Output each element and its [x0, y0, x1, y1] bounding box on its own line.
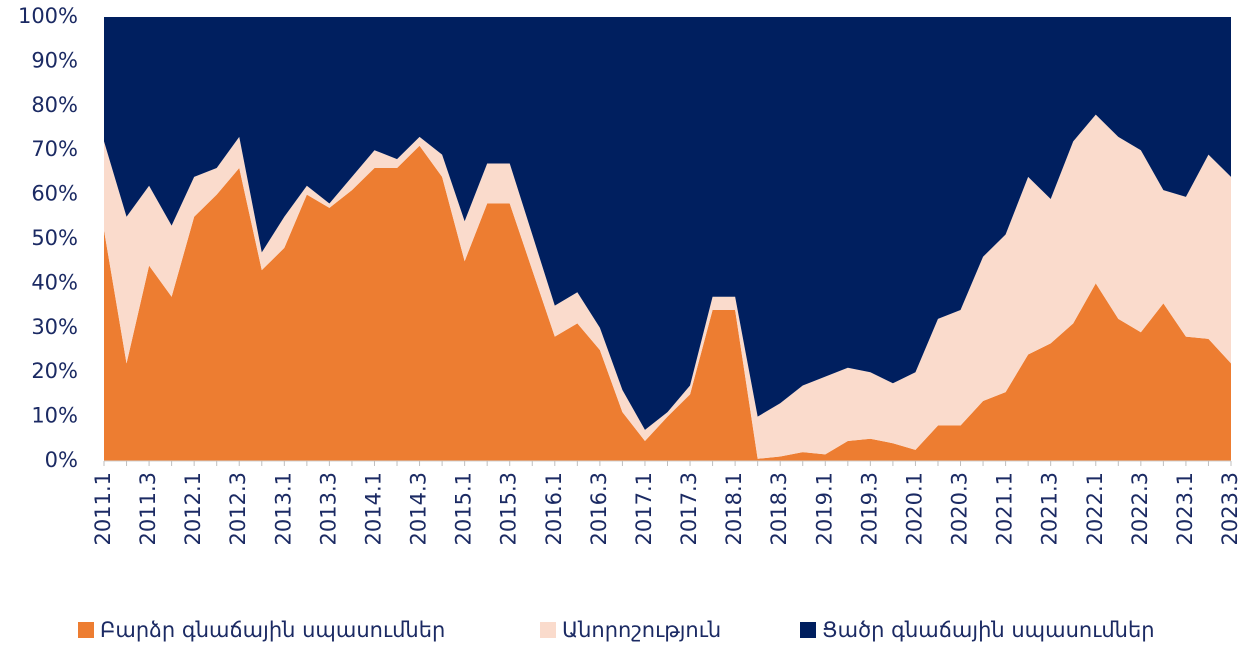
x-tick-label: 2021.1 — [993, 472, 1017, 545]
y-tick-label: 40% — [31, 270, 78, 294]
y-tick-label: 10% — [31, 404, 78, 428]
y-tick-label: 50% — [31, 226, 78, 250]
y-tick-label: 90% — [31, 48, 78, 72]
y-tick-label: 60% — [31, 182, 78, 206]
area — [104, 114, 1231, 459]
x-tick-label: 2011.1 — [91, 472, 115, 545]
x-tick-label: 2013.3 — [316, 472, 340, 545]
x-tick-label: 2019.3 — [857, 472, 881, 545]
area — [104, 145, 1231, 461]
legend-label: Ցածր գնաճային սպասումներ — [822, 618, 1155, 642]
legend-swatch — [540, 622, 556, 638]
x-tick-label: 2023.3 — [1218, 472, 1242, 545]
x-tick-label: 2016.3 — [587, 472, 611, 545]
x-tick-label: 2018.3 — [767, 472, 791, 545]
x-tick-label: 2017.3 — [677, 472, 701, 545]
legend-swatch — [800, 622, 816, 638]
y-tick-label: 100% — [18, 4, 78, 28]
x-tick-label: 2012.3 — [226, 472, 250, 545]
x-tick-label: 2014.1 — [361, 472, 385, 545]
x-tick-label: 2023.1 — [1173, 472, 1197, 545]
x-tick-label: 2022.3 — [1128, 472, 1152, 545]
x-tick-label: 2022.1 — [1083, 472, 1107, 545]
legend-swatch — [78, 622, 94, 638]
x-tick-label: 2019.1 — [812, 472, 836, 545]
x-tick-label: 2015.1 — [452, 472, 476, 545]
x-tick-label: 2021.3 — [1038, 472, 1062, 545]
x-tick-label: 2014.3 — [407, 472, 431, 545]
legend-label: Անորոշություն — [562, 618, 721, 642]
x-tick-label: 2017.1 — [632, 472, 656, 545]
x-tick-label: 2020.1 — [902, 472, 926, 545]
y-tick-label: 20% — [31, 359, 78, 383]
x-tick-label: 2016.1 — [542, 472, 566, 545]
x-tick-label: 2020.3 — [948, 472, 972, 545]
y-tick-label: 30% — [31, 315, 78, 339]
x-tick-label: 2011.3 — [136, 472, 160, 545]
area — [104, 17, 1231, 430]
legend-label: Բարձր գնաճային սպասումներ — [100, 618, 445, 642]
y-tick-label: 70% — [31, 137, 78, 161]
x-tick-label: 2013.1 — [271, 472, 295, 545]
y-tick-label: 0% — [45, 448, 78, 472]
x-tick-label: 2015.3 — [497, 472, 521, 545]
x-tick-label: 2012.1 — [181, 472, 205, 545]
x-tick-label: 2018.1 — [722, 472, 746, 545]
y-tick-label: 80% — [31, 93, 78, 117]
